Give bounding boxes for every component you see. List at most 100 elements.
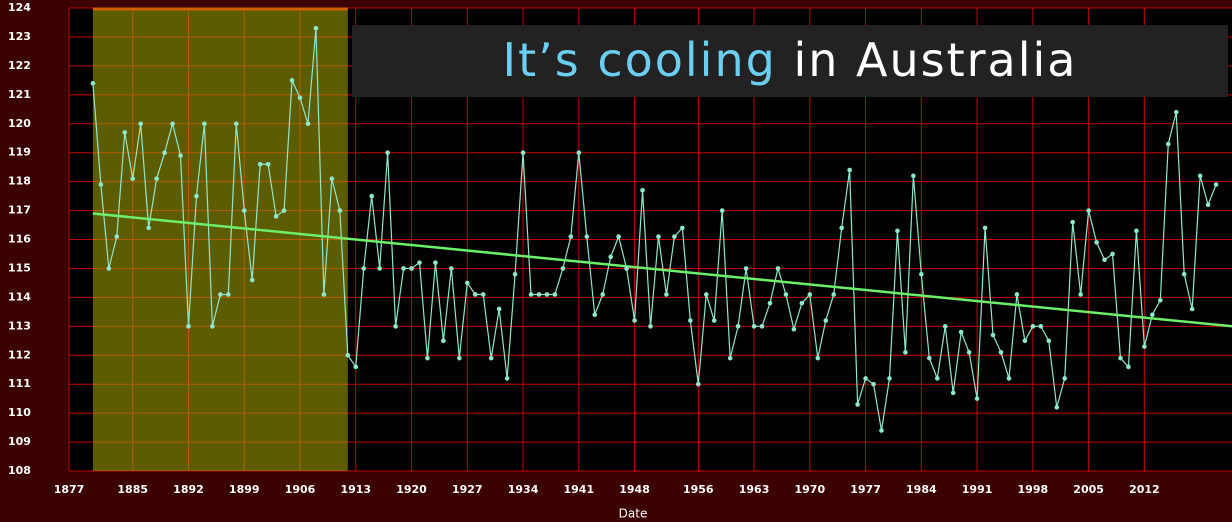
data-point [735,324,741,329]
y-tick-label: 115 [8,261,31,274]
data-point [1181,271,1187,277]
data-point [1022,338,1028,344]
data-point [393,324,398,329]
data-point [162,150,167,155]
data-point [1046,338,1052,344]
data-point [568,234,574,239]
y-tick-label: 122 [8,59,31,72]
data-point [249,277,255,283]
data-point [855,402,860,407]
data-point [480,292,486,297]
y-tick-label: 114 [8,290,31,303]
data-point [345,352,351,358]
x-tick-label: 1948 [619,483,650,496]
data-point [895,228,900,234]
data-point [353,364,359,370]
x-tick-label: 1991 [962,483,993,496]
data-point [544,292,550,297]
data-point [616,234,621,239]
data-point [680,225,685,231]
data-point [847,167,852,173]
data-point [377,266,382,271]
y-tick-label: 124 [8,1,31,14]
data-point [919,271,924,277]
data-point [202,121,207,127]
x-tick-label: 1934 [508,483,539,496]
data-point [1134,228,1139,234]
data-point [815,355,821,361]
data-point [361,266,367,271]
data-point [154,176,159,182]
x-tick-label: 1927 [452,483,483,496]
data-point [241,208,247,213]
x-axis-label: Date [619,507,648,521]
x-tick-label: 1970 [795,483,826,496]
data-point [210,324,215,329]
data-point [727,355,733,361]
data-point [504,376,510,381]
data-point [664,292,669,297]
data-point [751,324,757,329]
x-tick-label: 1941 [563,483,594,496]
data-point [457,355,462,361]
data-point [226,292,231,297]
y-tick-label: 119 [8,146,31,159]
data-point [321,292,327,297]
data-point [1189,306,1195,312]
data-point [656,234,661,239]
data-point [1014,292,1020,297]
data-point [1173,109,1179,115]
data-point [425,355,430,361]
x-tick-label: 1892 [173,483,204,496]
data-point [998,350,1004,355]
data-point [1213,182,1219,187]
data-point [488,355,494,361]
data-point [719,208,725,213]
y-tick-label: 113 [8,319,31,332]
data-point [950,390,956,396]
y-tick-label: 110 [8,406,31,419]
data-point [934,376,940,381]
data-point [337,208,343,213]
data-point [1205,202,1211,208]
data-line [92,28,1217,431]
chart-title: It’s cooling in Australia [503,33,1078,87]
data-point [1078,292,1083,297]
data-point [536,292,542,297]
data-point [966,350,972,355]
data-point [624,266,629,271]
data-point [672,234,677,239]
data-point [982,225,988,231]
data-point [791,326,797,332]
data-point [863,376,868,381]
x-tick-label: 1906 [285,483,316,496]
data-point [703,292,709,297]
x-tick-label: 1899 [229,483,260,496]
title-box [352,25,1228,97]
data-point [552,292,558,297]
data-point [512,271,518,277]
data-point [528,292,534,297]
data-point [958,329,964,335]
x-tick-label: 2005 [1073,483,1104,496]
data-point [767,300,773,306]
data-point [990,332,996,338]
data-point [297,95,303,101]
data-point [281,208,287,213]
data-point [711,318,717,323]
data-point [1165,141,1171,147]
y-tick-label: 111 [8,377,31,390]
data-point [1102,257,1107,263]
data-point [441,338,446,344]
data-point [887,376,892,381]
data-point [576,150,582,155]
data-point [799,300,805,306]
data-point [823,318,829,323]
data-point [1038,324,1044,329]
data-point [839,225,844,231]
y-tick-label: 109 [8,435,31,448]
data-point [1126,364,1131,370]
data-point [1094,240,1099,245]
trend-line [92,212,1232,328]
